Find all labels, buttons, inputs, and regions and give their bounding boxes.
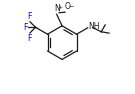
Text: +: + bbox=[57, 5, 62, 10]
Text: F: F bbox=[27, 12, 31, 21]
Text: NH: NH bbox=[88, 22, 100, 31]
Text: F: F bbox=[27, 34, 31, 43]
Text: N: N bbox=[54, 4, 60, 13]
Text: O: O bbox=[65, 2, 70, 11]
Text: −: − bbox=[68, 3, 74, 8]
Text: F: F bbox=[23, 23, 28, 32]
